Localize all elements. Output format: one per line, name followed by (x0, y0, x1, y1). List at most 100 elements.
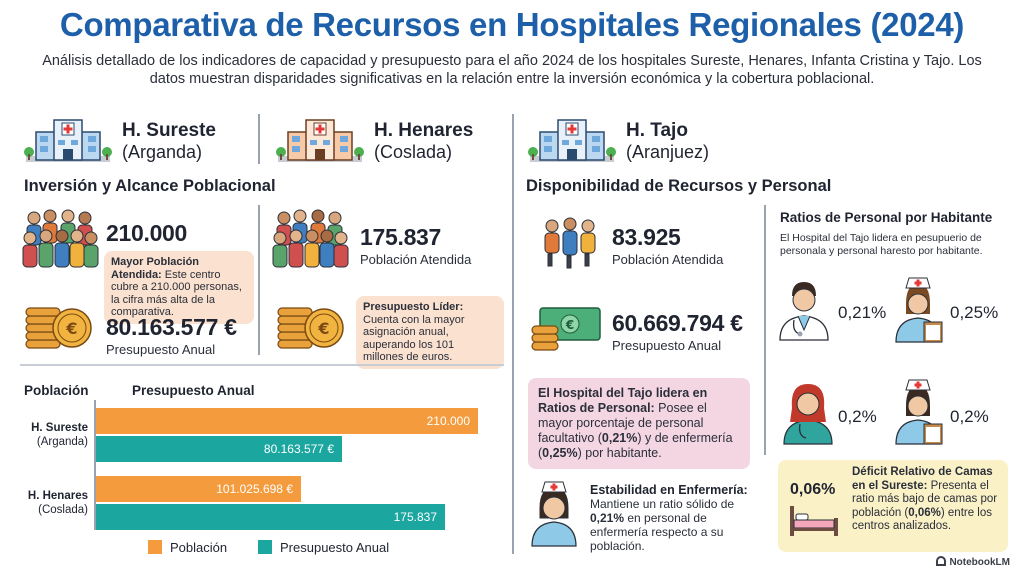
note-text: Este centro cubre a 210.000 personas, la… (111, 268, 242, 319)
note-deficit-camas (778, 460, 1008, 552)
deficit-value-inline: 0,06% (908, 506, 941, 519)
note-title: Presupuesto Líder: (363, 301, 464, 313)
deficit-text: Déficit Relativo de Camas en el Sureste:… (852, 466, 1004, 534)
budget-value-sureste: 80.163.577 € (106, 314, 237, 340)
svg-text:€: € (317, 319, 329, 338)
note-text: Posee el mayor porcentaje de personal fa… (538, 401, 707, 445)
nurse-clipboard-icon (895, 379, 943, 445)
brand-label: NotebookLM (949, 557, 1010, 568)
population-label-henares: Población Atendida (360, 252, 472, 267)
hospital-location: (Arganda) (122, 142, 203, 162)
people-group-icon (22, 209, 99, 268)
chart-category-location: (Coslada) (38, 504, 88, 516)
deficit-text-part: Presenta el ratio más bajo de camas por … (852, 479, 998, 519)
female-doctor-icon (783, 384, 833, 445)
chart-category-name: H. Henares (27, 490, 88, 502)
budget-label-tajo: Presupuesto Anual (612, 338, 722, 353)
chart-category-label: H. Henares (Coslada) (18, 489, 88, 517)
coins-stack-icon: € (277, 307, 344, 349)
hospital-name: H. Henares (374, 120, 474, 141)
note-title: Mayor Población Atendida: (111, 256, 200, 281)
deficit-value: 0,06% (790, 481, 836, 498)
divider (258, 205, 260, 355)
stability-value: 0,21% (590, 511, 625, 525)
note-tajo-lidera: El Hospital del Tajo lidera en Ratios de… (528, 378, 750, 469)
hospital-header-tajo: H. Tajo (Aranjuez) (526, 116, 756, 166)
hospital-building-icon (276, 119, 364, 162)
coins-stack-icon: € (25, 307, 92, 349)
bar-value-label: 101.025.698 € (216, 482, 293, 496)
people-group-icon (272, 209, 349, 268)
ratio-value-enfermeria: 0,25% (950, 303, 999, 322)
note-value-facultativo: 0,21% (601, 431, 638, 445)
notebooklm-brand: NotebookLM (936, 556, 1010, 568)
bar-presupuesto-1: 175.837 (96, 504, 445, 530)
section-title-inversion: Inversión y Alcance Poblacional (24, 177, 276, 195)
budget-value-tajo: 60.669.794 € (612, 310, 743, 336)
hospital-name: H. Sureste (122, 120, 216, 141)
stability-text-part: en personal de enfermería respecto a su … (590, 511, 724, 553)
stability-text: Mantiene un ratio sólido de 0,21% en per… (590, 497, 750, 553)
bar-poblacion-0: 210.000 (96, 408, 478, 434)
bar-value-label: 80.163.577 € (263, 442, 334, 456)
stability-text-part: Mantiene un ratio sólido de (590, 497, 735, 511)
money-cash-icon: € (531, 307, 601, 351)
people-group-icon (544, 217, 596, 269)
chart-category-label: H. Sureste (Arganda) (18, 421, 88, 449)
legend-label-presupuesto: Presupuesto Anual (280, 540, 390, 555)
deficit-text-part: ) entre los centros analizados. (852, 506, 993, 533)
bar-value-label: 175.837 (393, 510, 437, 524)
note-text: ) y de enfermería ( (538, 431, 733, 460)
note-presupuesto-lider: Presupuesto Líder: Cuenta con la mayor a… (356, 296, 504, 369)
chart-axis-line (94, 400, 96, 530)
legend-swatch-presupuesto (258, 540, 272, 554)
svg-text:€: € (565, 318, 574, 332)
legend-swatch-poblacion (148, 540, 162, 554)
deficit-title: Déficit Relativo de Camas en el Sureste: (852, 466, 993, 492)
section-title-recursos: Disponibilidad de Recursos y Personal (526, 177, 832, 195)
population-value-henares: 175.837 (360, 224, 442, 250)
hospital-location: (Coslada) (374, 142, 453, 162)
hospital-name: H. Tajo (626, 120, 688, 141)
divider (20, 364, 504, 366)
ratio-value-facultativo: 0,21% (838, 303, 887, 322)
nurse-clipboard-icon (895, 277, 943, 343)
note-text: ) por habitante. (577, 446, 662, 460)
note-title: El Hospital del Tajo lidera en Ratios de… (538, 386, 708, 415)
bar-presupuesto-0: 80.163.577 € (96, 436, 342, 462)
doctor-icon (779, 282, 829, 341)
page-title: Comparativa de Recursos en Hospitales Re… (59, 6, 965, 43)
chart-category-location: (Arganda) (36, 436, 88, 448)
hospital-building-icon (24, 119, 112, 162)
population-value-tajo: 83.925 (612, 224, 681, 250)
chart-column-header-poblacion: Población (24, 383, 89, 398)
notebooklm-logo-icon (936, 556, 947, 566)
stability-title: Estabilidad en Enfermería: (590, 483, 748, 497)
ratios-title: Ratios de Personal por Habitante (780, 210, 993, 225)
bar-value-label: 210.000 (426, 414, 470, 428)
bar-poblacion-1: 101.025.698 € (96, 476, 301, 502)
nurse-icon (531, 481, 577, 547)
bed-icon (790, 506, 838, 536)
legend-label-poblacion: Población (170, 540, 228, 555)
divider (258, 114, 260, 164)
ratio-value-4: 0,2% (950, 407, 989, 426)
hospital-location: (Aranjuez) (626, 142, 710, 162)
budget-label-sureste: Presupuesto Anual (106, 342, 216, 357)
note-text: Cuenta con la mayor asignación anual, au… (363, 313, 465, 364)
note-mayor-poblacion: Mayor Población Atendida: Este centro cu… (104, 251, 254, 324)
hospital-building-icon (528, 119, 616, 162)
svg-text:€: € (65, 319, 77, 338)
divider (512, 114, 514, 554)
hospital-header-sureste: H. Sureste (Arganda) (22, 116, 252, 166)
divider (764, 205, 766, 455)
ratios-description: El Hospital del Tajo lidera en pesupueri… (780, 232, 983, 257)
population-label-tajo: Población Atendida (612, 252, 724, 267)
population-value-sureste: 210.000 (106, 220, 188, 246)
ratio-value-3: 0,2% (838, 407, 877, 426)
chart-category-name: H. Sureste (31, 422, 88, 434)
note-value-enfermeria: 0,25% (542, 446, 578, 460)
chart-column-header-presupuesto: Presupuesto Anual (132, 383, 255, 398)
hospital-header-henares: H. Henares (Coslada) (274, 116, 504, 166)
page-subtitle: Análisis detallado de los indicadores de… (42, 53, 982, 87)
